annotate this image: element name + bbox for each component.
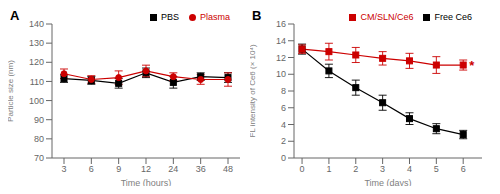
svg-text:4: 4 xyxy=(281,120,286,130)
svg-text:Time (days): Time (days) xyxy=(364,178,411,186)
svg-text:100: 100 xyxy=(29,96,44,106)
svg-text:16: 16 xyxy=(276,19,286,29)
html-text:CM/SLN/Ce6: CM/SLN/Ce6 xyxy=(360,12,414,22)
svg-text:1: 1 xyxy=(326,164,331,174)
svg-text:10: 10 xyxy=(276,69,286,79)
svg-text:12: 12 xyxy=(276,53,286,63)
html-text:PBS: PBS xyxy=(161,12,179,22)
svg-text:6: 6 xyxy=(281,103,286,113)
svg-text:2: 2 xyxy=(353,164,358,174)
svg-text:6: 6 xyxy=(89,164,94,174)
svg-text:90: 90 xyxy=(34,115,44,125)
svg-text:80: 80 xyxy=(34,134,44,144)
svg-text:3: 3 xyxy=(380,164,385,174)
svg-text:0: 0 xyxy=(281,153,286,163)
html-text:B: B xyxy=(252,8,262,23)
svg-text:*: * xyxy=(469,58,475,73)
svg-text:36: 36 xyxy=(196,164,206,174)
svg-text:Particle size (nm): Particle size (nm) xyxy=(8,60,15,122)
svg-text:FL intensity of Ce6 (× 10⁴): FL intensity of Ce6 (× 10⁴) xyxy=(250,44,257,138)
svg-text:24: 24 xyxy=(168,164,178,174)
svg-text:110: 110 xyxy=(30,77,44,87)
svg-text:9: 9 xyxy=(116,164,121,174)
svg-text:4: 4 xyxy=(407,164,412,174)
svg-text:14: 14 xyxy=(276,36,286,46)
html-text:A: A xyxy=(10,8,20,23)
svg-text:5: 5 xyxy=(434,164,439,174)
svg-text:120: 120 xyxy=(29,57,44,67)
svg-text:8: 8 xyxy=(281,86,286,96)
svg-text:3: 3 xyxy=(61,164,66,174)
svg-text:Time (hours): Time (hours) xyxy=(121,178,172,186)
svg-text:48: 48 xyxy=(223,164,233,174)
svg-text:2: 2 xyxy=(281,136,286,146)
svg-text:140: 140 xyxy=(29,19,44,29)
svg-text:70: 70 xyxy=(34,153,44,163)
html-text:Free Ce6: Free Ce6 xyxy=(434,12,472,22)
svg-text:0: 0 xyxy=(300,164,305,174)
svg-text:6: 6 xyxy=(461,164,466,174)
html-text:Plasma: Plasma xyxy=(200,12,230,22)
svg-text:130: 130 xyxy=(29,38,44,48)
svg-text:12: 12 xyxy=(141,164,151,174)
